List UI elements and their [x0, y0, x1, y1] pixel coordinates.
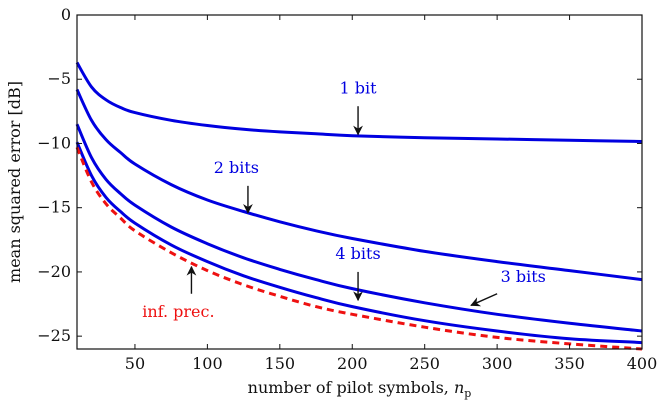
y-tick-label: −25: [37, 326, 71, 345]
x-axis-title-var: n: [454, 378, 464, 397]
y-tick-label: −15: [37, 198, 71, 217]
x-axis: 50 100 150 200 250 300 350 400: [125, 15, 658, 373]
y-tick-label: −5: [47, 69, 71, 88]
series-line-0: [75, 61, 643, 143]
x-axis-title: number of pilot symbols, np: [248, 378, 472, 400]
annotation-label: inf. prec.: [142, 302, 214, 321]
annotation-label: 1 bit: [340, 78, 378, 97]
x-tick-label: 250: [409, 354, 440, 373]
x-tick-label: 100: [192, 354, 223, 373]
y-axis-title: mean squared error [dB]: [5, 81, 24, 283]
x-axis-title-text: number of pilot symbols,: [248, 378, 454, 397]
x-tick-label: 400: [627, 354, 658, 373]
plot-lines: [75, 61, 643, 351]
x-tick-label: 150: [265, 354, 296, 373]
plot-frame: [76, 14, 643, 350]
y-axis: 0 −5 −10 −15 −20 −25: [37, 5, 642, 345]
y-tick-label: −20: [37, 262, 71, 281]
y-tick-label: −10: [37, 133, 71, 152]
series-line-3: [75, 141, 643, 345]
x-tick-label: 300: [482, 354, 513, 373]
x-axis-title-sub: p: [464, 387, 471, 400]
y-tick-label: 0: [61, 5, 71, 24]
x-tick-label: 350: [554, 354, 585, 373]
series-line-2: [75, 123, 643, 333]
x-tick-label: 50: [125, 354, 145, 373]
annotations: 1 bit 2 bits 4 bits 3 bits inf. prec.: [142, 78, 546, 321]
x-tick-label: 200: [337, 354, 368, 373]
annotation-label: 3 bits: [501, 267, 546, 286]
annotation-arrow: [470, 293, 498, 307]
series-line-4: [75, 146, 643, 351]
annotation-label: 2 bits: [214, 158, 259, 177]
annotation-label: 4 bits: [335, 244, 380, 263]
